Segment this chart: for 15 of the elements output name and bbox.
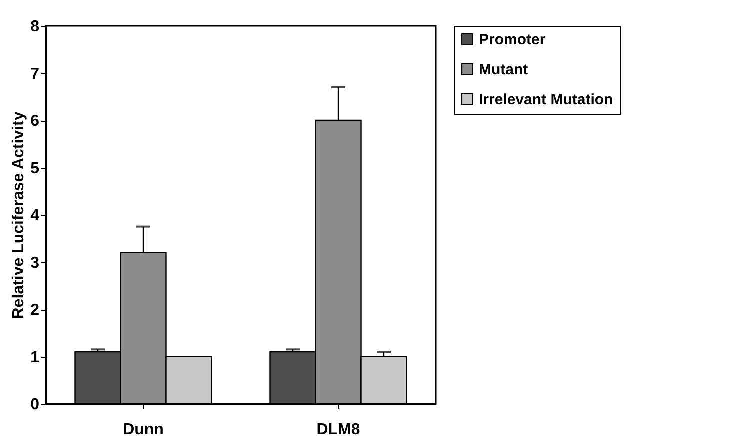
x-tick-label: DLM8 [316, 422, 360, 438]
y-tick-label: 5 [30, 160, 40, 178]
y-tick-label: 1 [30, 349, 40, 366]
y-tick-label: 4 [30, 208, 40, 224]
y-tick-label: 7 [30, 66, 40, 83]
y-tick-label: 6 [30, 113, 40, 130]
y-tick-label: 8 [30, 18, 40, 36]
y-tick-label: 2 [30, 302, 40, 319]
y-axis-title: Relative Luciferase Activity [10, 112, 28, 320]
legend-label: Mutant [479, 62, 528, 78]
legend-label: Promoter [479, 32, 546, 48]
x-tick-label: Dunn [123, 422, 164, 438]
legend-label: Irrelevant Mutation [479, 92, 614, 108]
y-tick-label: 0 [30, 396, 40, 414]
y-tick-label: 3 [30, 254, 40, 272]
